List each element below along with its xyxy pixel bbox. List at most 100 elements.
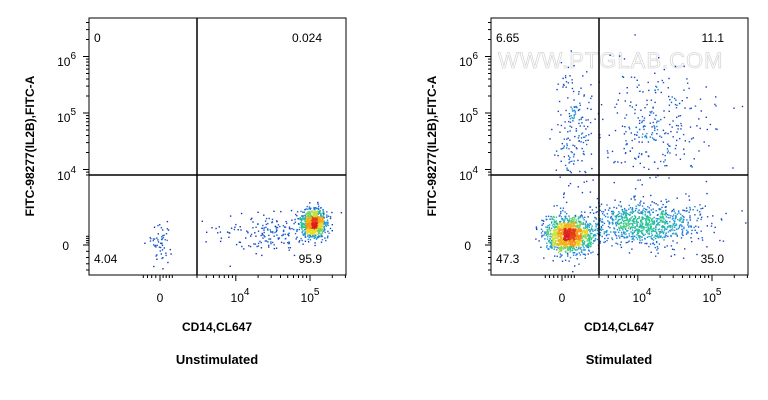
event-dot: [570, 238, 572, 241]
event-dot: [624, 117, 626, 119]
event-dot: [632, 210, 634, 212]
event-dot: [686, 219, 688, 221]
event-dot: [323, 212, 325, 215]
event-dot: [680, 218, 682, 221]
event-dot: [304, 225, 306, 227]
event-dot: [651, 219, 653, 221]
event-dot: [693, 226, 695, 229]
event-dot: [600, 226, 602, 228]
event-dot: [657, 234, 659, 236]
event-dot: [279, 225, 281, 228]
event-dot: [582, 217, 584, 219]
event-dot: [158, 246, 161, 248]
event-dot: [705, 180, 708, 183]
event-dot: [623, 133, 626, 135]
event-dot: [161, 236, 163, 238]
event-dot: [611, 218, 613, 221]
x-tick-1e5: 105: [703, 287, 722, 305]
event-dot: [580, 118, 582, 121]
event-dot: [658, 208, 661, 211]
event-dot: [565, 86, 567, 88]
event-dot: [308, 236, 310, 239]
event-dot: [571, 151, 573, 154]
event-dot: [318, 217, 321, 219]
event-dot: [312, 219, 315, 221]
event-dot: [603, 241, 605, 244]
event-dot: [304, 236, 306, 238]
event-dot: [314, 223, 316, 226]
event-dot: [663, 218, 665, 220]
event-dot: [253, 243, 255, 245]
event-dot: [615, 223, 617, 225]
event-dot: [323, 223, 325, 225]
event-dot: [623, 219, 625, 222]
event-dot: [627, 213, 630, 216]
event-dot: [676, 131, 678, 133]
event-dot: [555, 169, 557, 171]
event-dot: [544, 238, 546, 240]
quadrant-lower-right: 35.0: [701, 252, 725, 266]
event-dot: [582, 141, 585, 144]
event-dot: [624, 209, 626, 211]
event-dot: [675, 217, 677, 219]
event-dot: [612, 222, 614, 224]
event-dot: [664, 214, 667, 216]
event-dot: [276, 234, 278, 236]
event-dot: [319, 225, 321, 227]
event-dot: [571, 82, 573, 84]
event-dot: [570, 235, 573, 237]
event-dot: [592, 229, 594, 231]
event-dot: [322, 217, 325, 219]
event-dot: [317, 217, 319, 219]
event-dot: [313, 207, 315, 209]
event-dot: [550, 246, 552, 248]
event-dot: [625, 226, 627, 228]
event-dot: [674, 103, 677, 106]
event-dot: [574, 111, 576, 113]
event-dot: [615, 214, 618, 217]
event-dot: [320, 241, 323, 243]
event-dot: [611, 210, 614, 213]
event-dot: [634, 199, 636, 201]
event-dot: [585, 171, 587, 174]
event-dot: [550, 222, 553, 224]
event-dot: [556, 222, 559, 225]
event-dot: [272, 241, 274, 244]
event-dot: [571, 243, 573, 245]
event-dot: [567, 253, 569, 255]
event-dot: [560, 247, 563, 249]
event-dot: [641, 153, 643, 155]
event-dot: [580, 251, 583, 253]
event-dot: [315, 226, 317, 228]
event-dot: [307, 232, 309, 234]
event-dot: [638, 212, 640, 214]
tick-base: 10: [57, 111, 71, 125]
event-dot: [588, 245, 591, 247]
event-dot: [655, 255, 657, 257]
event-dot: [325, 225, 327, 228]
event-dot: [732, 167, 734, 169]
event-dot: [321, 227, 323, 230]
event-dot: [254, 232, 256, 234]
event-dot: [658, 233, 661, 235]
event-dot: [570, 240, 572, 243]
event-dot: [574, 234, 576, 237]
event-dot: [591, 227, 593, 229]
event-dot: [570, 151, 572, 153]
event-dot: [562, 77, 564, 80]
event-dot: [653, 202, 655, 204]
event-dot: [565, 81, 568, 83]
event-dot: [315, 220, 318, 222]
y-tick-1e6: 106: [57, 51, 76, 69]
quadrant-upper-right: 11.1: [702, 31, 725, 45]
event-dot: [585, 139, 587, 142]
event-dot: [219, 240, 222, 243]
event-dot: [284, 238, 287, 240]
event-dot: [579, 125, 581, 127]
event-dot: [639, 240, 641, 242]
event-dot: [634, 138, 636, 140]
event-dot: [572, 237, 575, 239]
event-dot: [564, 76, 567, 79]
event-dot: [665, 198, 667, 201]
event-dot: [153, 265, 155, 268]
